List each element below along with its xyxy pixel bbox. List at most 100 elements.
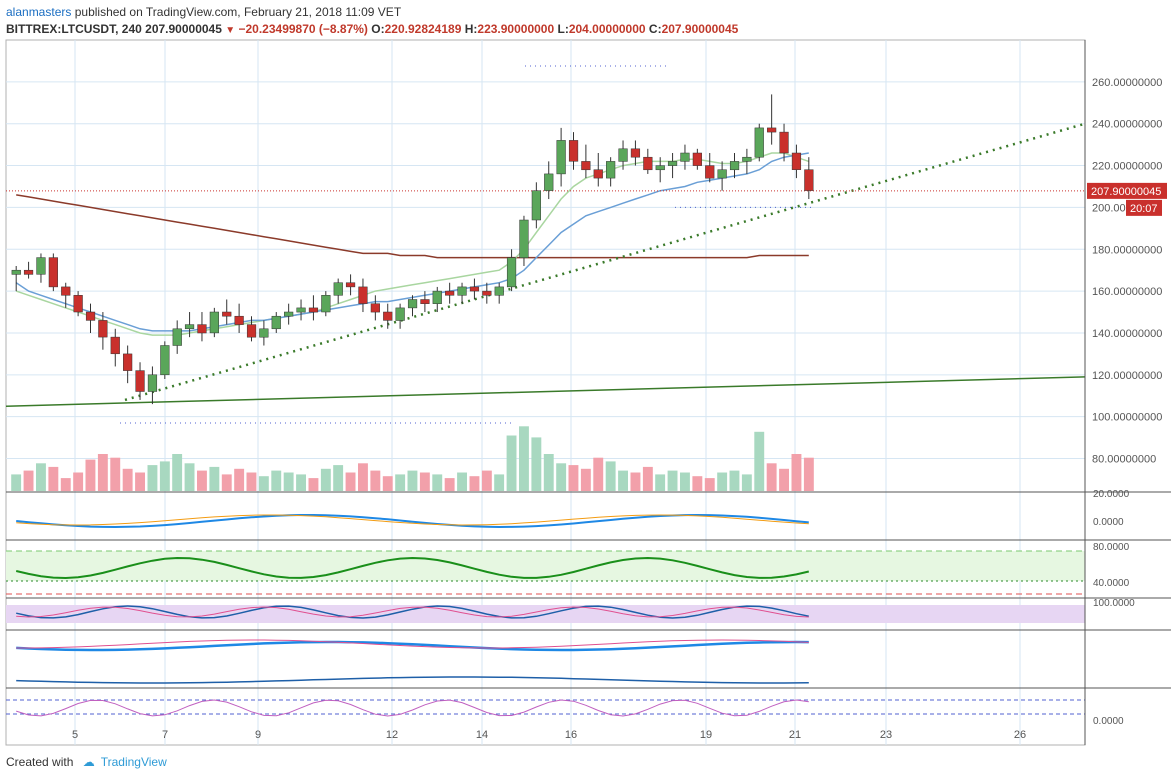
- candle-body: [742, 156, 752, 162]
- volume-bar: [48, 466, 59, 491]
- candle-body: [432, 290, 442, 304]
- volume-bar: [457, 472, 467, 491]
- volume-bar: [209, 466, 220, 491]
- volume-bar: [258, 476, 269, 491]
- candle-body: [110, 336, 120, 355]
- volume-bar: [370, 470, 381, 491]
- candle-body: [321, 295, 331, 313]
- symbol-line: BITTREX:LTCUSDT, 240 207.90000045 ▼ −20.…: [6, 22, 738, 36]
- volume-bar: [531, 437, 542, 491]
- candle-body: [23, 269, 34, 275]
- time-axis[interactable]: 5 7 9 12 14 16 19 21 23 26: [72, 729, 1026, 741]
- volume-bar: [469, 476, 480, 491]
- candle-body: [767, 127, 777, 133]
- candle-body: [754, 127, 764, 158]
- volume-bar: [184, 463, 195, 492]
- volume-bar: [741, 474, 752, 491]
- volume-bar: [779, 468, 789, 491]
- candle-body: [407, 299, 418, 309]
- volume-bar: [729, 470, 740, 491]
- volume-bar: [766, 463, 777, 492]
- high-value: 223.90000000: [477, 22, 555, 36]
- price-tick-label: 80.00000000: [1092, 454, 1156, 466]
- price-tick-label: 100.00000000: [1092, 412, 1162, 424]
- candle-body: [395, 307, 405, 321]
- volume-bar: [667, 470, 678, 491]
- candle-body: [271, 315, 281, 330]
- grid-lines: [5, 39, 1086, 746]
- candle-body: [568, 140, 579, 162]
- candle-body: [234, 315, 244, 325]
- volume-bar: [605, 461, 616, 491]
- candle-body: [643, 156, 653, 171]
- candle-body: [680, 152, 690, 162]
- time-tick-label: 21: [789, 729, 801, 741]
- macd-signal: [16, 514, 809, 526]
- candle-body: [692, 152, 702, 166]
- candle-body: [11, 269, 21, 275]
- candle-body: [172, 328, 182, 346]
- candle-body: [630, 148, 641, 158]
- volume-bar: [135, 472, 145, 491]
- candle-body: [85, 311, 96, 321]
- candle-body: [667, 161, 678, 166]
- volume-bar: [60, 478, 71, 492]
- volume-bar: [296, 474, 306, 491]
- candle-body: [705, 165, 715, 179]
- volume-bar: [655, 474, 666, 491]
- indicator-panes: [6, 491, 1171, 717]
- volume-bar: [419, 472, 430, 491]
- price-axis[interactable]: 260.00000000240.00000000220.00000000200.…: [1084, 40, 1167, 745]
- candle-body: [160, 345, 170, 376]
- rsi-line: [15, 556, 810, 580]
- volume-bar: [271, 470, 282, 491]
- volume-bars: [11, 426, 814, 492]
- volume-bar: [147, 465, 158, 491]
- volume-bar: [197, 470, 207, 491]
- time-tick-label: 7: [162, 729, 168, 741]
- volume-bar: [432, 474, 443, 491]
- volume-bar: [345, 472, 356, 491]
- volume-bar: [444, 478, 455, 492]
- volume-bar: [234, 468, 245, 491]
- volume-bar: [642, 466, 653, 491]
- stoch-d: [16, 606, 809, 618]
- volume-bar: [543, 454, 554, 491]
- candle-body: [209, 311, 219, 334]
- volume-bar: [11, 474, 22, 491]
- candle-body: [791, 152, 802, 170]
- candles: [11, 94, 814, 405]
- support-trendline: [5, 376, 1086, 407]
- author-link[interactable]: alanmasters: [6, 5, 72, 19]
- last-price: 207.90000045: [145, 22, 222, 36]
- tradingview-brand[interactable]: TradingView: [100, 755, 167, 769]
- osc-line: [16, 699, 809, 717]
- candle-body: [717, 169, 727, 179]
- price-change: −20.23499870 (−8.87%): [238, 22, 368, 36]
- tradingview-logo-icon[interactable]: ☁: [82, 755, 95, 769]
- candle-body: [246, 324, 257, 338]
- volume-bar: [803, 457, 814, 491]
- volume-bar: [568, 465, 579, 491]
- time-tick-label: 14: [476, 729, 488, 741]
- symbol-label: BITTREX:LTCUSDT, 240: [6, 22, 142, 36]
- created-with-text: Created with: [6, 755, 74, 769]
- candle-body: [581, 161, 591, 171]
- candle-body: [135, 370, 145, 392]
- candle-body: [284, 311, 294, 317]
- volume-bar: [704, 478, 715, 492]
- candle-body: [123, 353, 133, 371]
- ma-slow-line: [16, 194, 809, 259]
- candle-body: [48, 257, 58, 288]
- volume-bar: [246, 472, 257, 491]
- candle-body: [345, 282, 356, 288]
- candle-body: [36, 257, 46, 275]
- candle-body: [593, 169, 603, 179]
- open-label: O:: [371, 22, 385, 36]
- volume-bar: [221, 474, 232, 491]
- plot-border: [5, 39, 1086, 746]
- price-tick-label: 160.00000000: [1092, 286, 1162, 298]
- last-price-tag: [1087, 182, 1167, 199]
- rsi-lower-label: 40.0000: [1093, 578, 1130, 589]
